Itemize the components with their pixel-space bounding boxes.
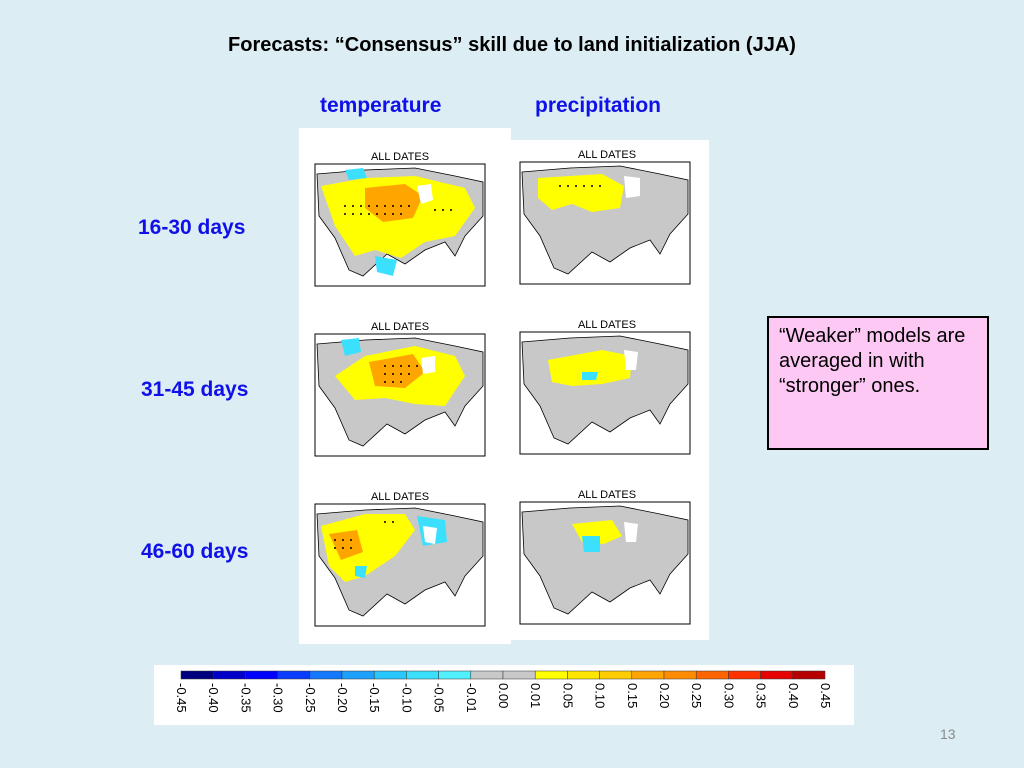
colorbar-swatch — [534, 670, 568, 680]
colorbar-swatch — [631, 670, 665, 680]
colorbar-swatch — [470, 670, 504, 680]
colorbar-swatch — [760, 670, 794, 680]
map-title: ALL DATES — [578, 489, 636, 501]
colorbar-label: -0.20 — [335, 683, 350, 713]
colorbar-label: 0.10 — [593, 683, 608, 708]
colorbar-label: 0.40 — [786, 683, 801, 708]
colorbar-swatch — [212, 670, 246, 680]
colorbar-swatch — [309, 670, 343, 680]
colorbar-label: 0.01 — [528, 683, 543, 708]
map-precipitation-16-30: ALL DATES — [512, 146, 702, 296]
row-label-31-45-days: 31-45 days — [141, 378, 249, 401]
colorbar-swatch — [341, 670, 375, 680]
colorbar-label: -0.10 — [399, 683, 414, 713]
colorbar-swatch — [406, 670, 439, 680]
column-label-precipitation: precipitation — [535, 94, 662, 117]
colorbar-label: -0.40 — [206, 683, 221, 713]
colorbar-label: 0.00 — [496, 683, 511, 708]
colorbar-swatch — [728, 670, 761, 680]
colorbar-label: -0.25 — [303, 683, 318, 713]
colorbar-label: -0.15 — [367, 683, 382, 713]
colorbar-swatch — [792, 670, 826, 680]
colorbar-label: -0.30 — [271, 683, 286, 713]
map-precipitation-46-60: ALL DATES — [512, 486, 702, 636]
colorbar-label: 0.25 — [689, 683, 704, 708]
colorbar-label: -0.01 — [464, 683, 479, 713]
page-number: 13 — [940, 726, 956, 742]
row-label-46-60-days: 46-60 days — [141, 540, 249, 563]
colorbar-swatch — [438, 670, 472, 680]
map-temperature-16-30: ALL DATES — [305, 146, 495, 296]
colorbar-swatch — [277, 670, 311, 680]
slide-title: Forecasts: “Consensus” skill due to land… — [228, 34, 796, 56]
colorbar-swatch — [695, 670, 729, 680]
colorbar-label: -0.35 — [238, 683, 253, 713]
colorbar: -0.45 -0.40 -0.35 -0.30 -0.25 -0.20 -0.15 -0.10… — [154, 665, 854, 725]
column-label-temperature: temperature — [320, 94, 442, 117]
map-precipitation-31-45: ALL DATES — [512, 316, 702, 466]
colorbar-label: 0.45 — [818, 683, 833, 708]
map-title: ALL DATES — [371, 321, 429, 333]
colorbar-label: 0.30 — [721, 683, 736, 708]
colorbar-swatch — [663, 670, 697, 680]
colorbar-label: 0.20 — [657, 683, 672, 708]
colorbar-swatch — [502, 670, 536, 680]
map-title: ALL DATES — [371, 491, 429, 503]
colorbar-label: 0.15 — [625, 683, 640, 708]
colorbar-swatch — [245, 670, 278, 680]
colorbar-label: 0.05 — [560, 683, 575, 708]
colorbar-label: 0.35 — [754, 683, 769, 708]
map-title: ALL DATES — [371, 151, 429, 163]
colorbar-swatch — [373, 670, 407, 680]
colorbar-swatch — [180, 670, 214, 680]
map-temperature-31-45: ALL DATES — [305, 316, 495, 466]
map-temperature-46-60: ALL DATES — [305, 486, 495, 636]
note-box: “Weaker” models are averaged in with “st… — [767, 316, 989, 450]
map-title: ALL DATES — [578, 149, 636, 161]
colorbar-label: -0.05 — [432, 683, 447, 713]
row-label-16-30-days: 16-30 days — [138, 216, 246, 239]
colorbar-label: -0.45 — [174, 683, 189, 713]
colorbar-swatch — [599, 670, 633, 680]
map-title: ALL DATES — [578, 319, 636, 331]
colorbar-swatch — [567, 670, 600, 680]
